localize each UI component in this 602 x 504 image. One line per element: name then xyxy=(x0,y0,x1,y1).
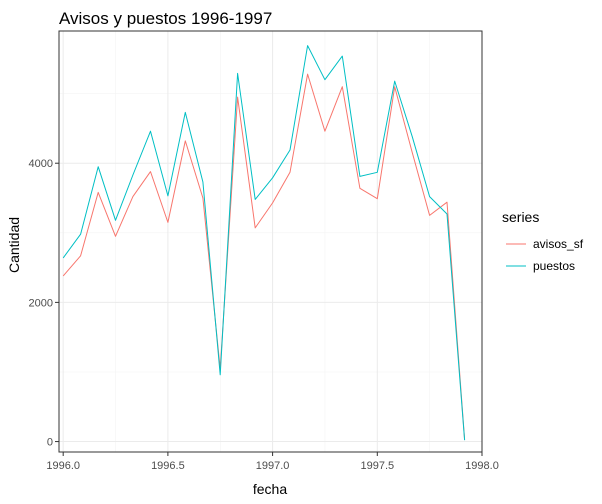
series-lines xyxy=(62,45,466,441)
x-tick-label: 1997.5 xyxy=(360,460,394,472)
legend-label-avisos-sf: avisos_sf xyxy=(533,237,584,251)
y-tick-label: 0 xyxy=(47,437,53,449)
legend-title: series xyxy=(502,209,539,225)
axes: 1996.0 1996.5 1997.0 1997.5 1998.0 0 2000 4000 xyxy=(29,158,499,472)
y-tick-label: 4000 xyxy=(29,158,53,170)
x-axis-title: fecha xyxy=(253,481,287,497)
x-tick-label: 1996.5 xyxy=(151,460,185,472)
x-tick-label: 1998.0 xyxy=(465,460,499,472)
legend-label-puestos: puestos xyxy=(533,259,575,273)
plot-border xyxy=(58,30,483,453)
x-tick-label: 1996.0 xyxy=(46,460,80,472)
series-line-avisos-sf xyxy=(62,73,466,440)
plot-panel xyxy=(58,30,483,453)
series-line-puestos xyxy=(62,45,466,441)
chart-title: Avisos y puestos 1996-1997 xyxy=(59,9,272,28)
y-axis-title: Cantidad xyxy=(6,217,22,273)
x-tick-label: 1997.0 xyxy=(256,460,290,472)
y-tick-label: 2000 xyxy=(29,297,53,309)
